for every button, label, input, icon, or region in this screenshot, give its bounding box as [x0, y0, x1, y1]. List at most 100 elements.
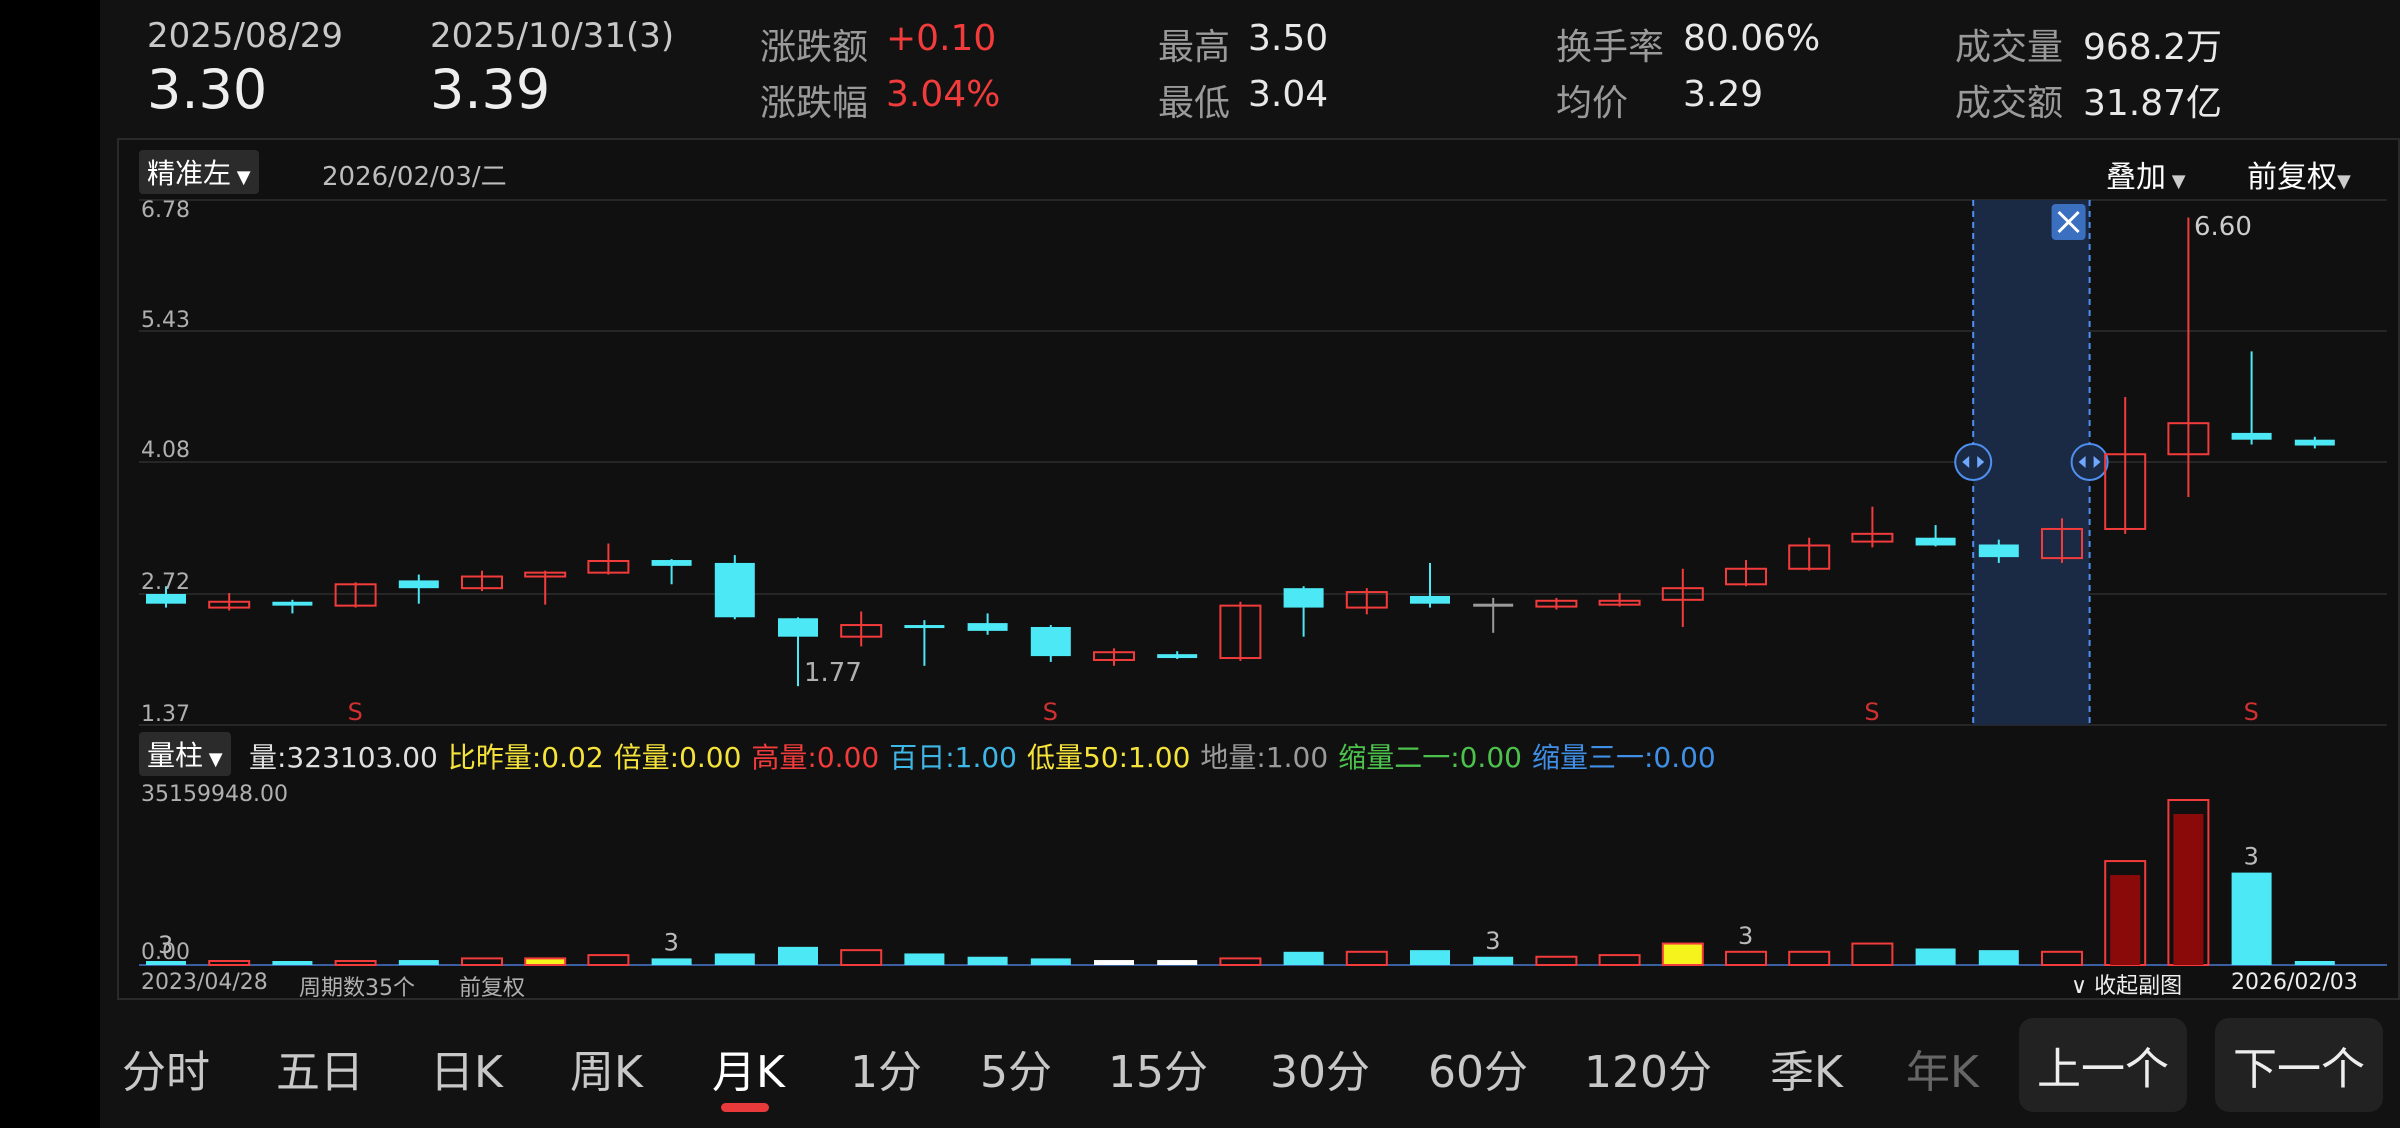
volume-marker: 3 — [664, 928, 679, 956]
volume-bar — [208, 960, 251, 966]
y-tick-label: 1.37 — [141, 702, 190, 727]
volume-marker: 3 — [158, 931, 173, 959]
volume-bar — [272, 961, 313, 965]
adjust-dropdown[interactable]: 前复权▼ — [2247, 152, 2351, 196]
date-right: 2025/10/31(3) — [430, 16, 675, 56]
candle-body — [651, 560, 692, 566]
stat-label-volume: 成交量 — [1955, 27, 2064, 68]
y-tick-label: 4.08 — [141, 438, 190, 463]
stat-value-change: +0.10 — [886, 18, 997, 59]
volume-bar — [778, 946, 818, 965]
signal-s-marker: S — [348, 698, 363, 726]
candle-body — [967, 623, 1008, 631]
price-left: 3.30 — [147, 58, 268, 121]
volume-bar — [967, 956, 1008, 965]
tab-5[interactable]: 1分 — [850, 1047, 922, 1098]
volume-max-label: 35159948.00 — [141, 782, 288, 807]
candle-body — [2294, 439, 2335, 446]
tab-8[interactable]: 30分 — [1270, 1047, 1370, 1098]
candle-body — [1978, 544, 2019, 558]
candle-body — [2231, 432, 2272, 440]
candle-body — [272, 601, 313, 606]
drag-handle-icon — [2078, 456, 2101, 469]
volume-bar — [1661, 942, 1704, 966]
volume-bar — [2231, 872, 2272, 965]
chevron-down-icon: ▼ — [2166, 171, 2186, 192]
indicator-value: 高量:0.00 — [751, 741, 880, 774]
candle-body — [1345, 591, 1388, 609]
volume-bar — [1283, 951, 1324, 965]
indicator-type-dropdown[interactable]: 量柱 ▼ — [139, 732, 231, 776]
candle-body — [1535, 599, 1578, 608]
candle-body — [1093, 651, 1135, 661]
signal-s-marker: S — [2244, 698, 2259, 726]
candle-body — [1661, 587, 1704, 601]
tab-6[interactable]: 5分 — [980, 1047, 1052, 1098]
candle-body — [1030, 626, 1071, 657]
tab-0[interactable]: 分时 — [122, 1047, 210, 1098]
close-icon — [2057, 210, 2080, 234]
volume-bar — [1978, 950, 2019, 965]
indicator-value: 量:323103.00 — [249, 741, 438, 774]
stat-label-turnover: 换手率 — [1556, 27, 1665, 68]
volume-zero-label: 0.00 — [141, 940, 190, 965]
volume-bar — [904, 953, 945, 965]
tab-1[interactable]: 五日 — [276, 1047, 364, 1098]
active-tab-indicator — [721, 1103, 769, 1112]
collapse-subchart-button[interactable]: ∨ 收起副图 — [2071, 968, 2182, 1000]
cursor-mode-dropdown[interactable]: 精准左 ▼ — [139, 150, 259, 194]
volume-bar — [1157, 960, 1198, 965]
tab-3[interactable]: 周K — [570, 1047, 643, 1098]
candle-body — [1219, 604, 1262, 660]
volume-bar — [587, 954, 630, 966]
next-button[interactable]: 下一个 — [2215, 1018, 2383, 1112]
tab-12[interactable]: 年K — [1906, 1047, 1979, 1098]
candlestick-chart[interactable]: S S S S 3 3 3 3 3 — [119, 140, 2400, 1002]
volume-bar — [1410, 950, 1450, 965]
tab-2[interactable]: 日K — [430, 1047, 503, 1098]
volume-bar — [1915, 948, 1956, 965]
selection-band — [1973, 200, 2090, 725]
high-price-label: 6.60 — [2194, 212, 2252, 242]
y-tick-label: 2.72 — [141, 570, 190, 595]
indicator-value: 缩量二一:0.00 — [1338, 741, 1522, 774]
stat-value-avg: 3.29 — [1683, 74, 1764, 115]
candle-body — [524, 571, 567, 578]
indicator-value: 地量:1.00 — [1200, 741, 1329, 774]
overlay-dropdown[interactable]: 叠加 ▼ — [2106, 152, 2186, 196]
footer-adjust: 前复权 — [459, 976, 526, 1001]
stat-value-high: 3.50 — [1248, 18, 1329, 59]
candle-body — [904, 625, 945, 629]
drag-handle-icon — [1962, 456, 1985, 469]
y-tick-label: 6.78 — [141, 198, 190, 223]
volume-bar — [1598, 954, 1641, 966]
candle-body — [2104, 453, 2147, 530]
tab-7[interactable]: 15分 — [1108, 1047, 1208, 1098]
candle-body — [334, 583, 377, 607]
tab-10[interactable]: 120分 — [1584, 1047, 1712, 1098]
volume-bar — [1851, 942, 1894, 966]
tab-9[interactable]: 60分 — [1428, 1047, 1528, 1098]
candle-body — [1598, 599, 1641, 606]
candle-body — [2041, 527, 2083, 560]
volume-bar — [146, 961, 186, 965]
tab-4[interactable]: 月K — [712, 1047, 785, 1098]
volume-bar — [651, 958, 692, 965]
candle-body — [461, 575, 503, 590]
volume-bar — [840, 949, 883, 967]
volume-bar — [1788, 950, 1831, 966]
prev-button[interactable]: 上一个 — [2019, 1018, 2187, 1112]
tab-11[interactable]: 季K — [1770, 1047, 1843, 1098]
stat-label-avg: 均价 — [1556, 83, 1629, 124]
candle-body — [587, 559, 630, 574]
collapse-label: 收起副图 — [2094, 974, 2183, 999]
volume-marker: 3 — [1738, 922, 1753, 950]
stat-value-low: 3.04 — [1248, 74, 1329, 115]
volume-bar — [1030, 958, 1071, 965]
y-tick-label: 5.43 — [141, 308, 190, 333]
candle-body — [1283, 588, 1324, 608]
current-date: 2026/02/03/二 — [322, 162, 507, 192]
candle-body — [778, 618, 818, 637]
candle-body — [1788, 544, 1831, 570]
